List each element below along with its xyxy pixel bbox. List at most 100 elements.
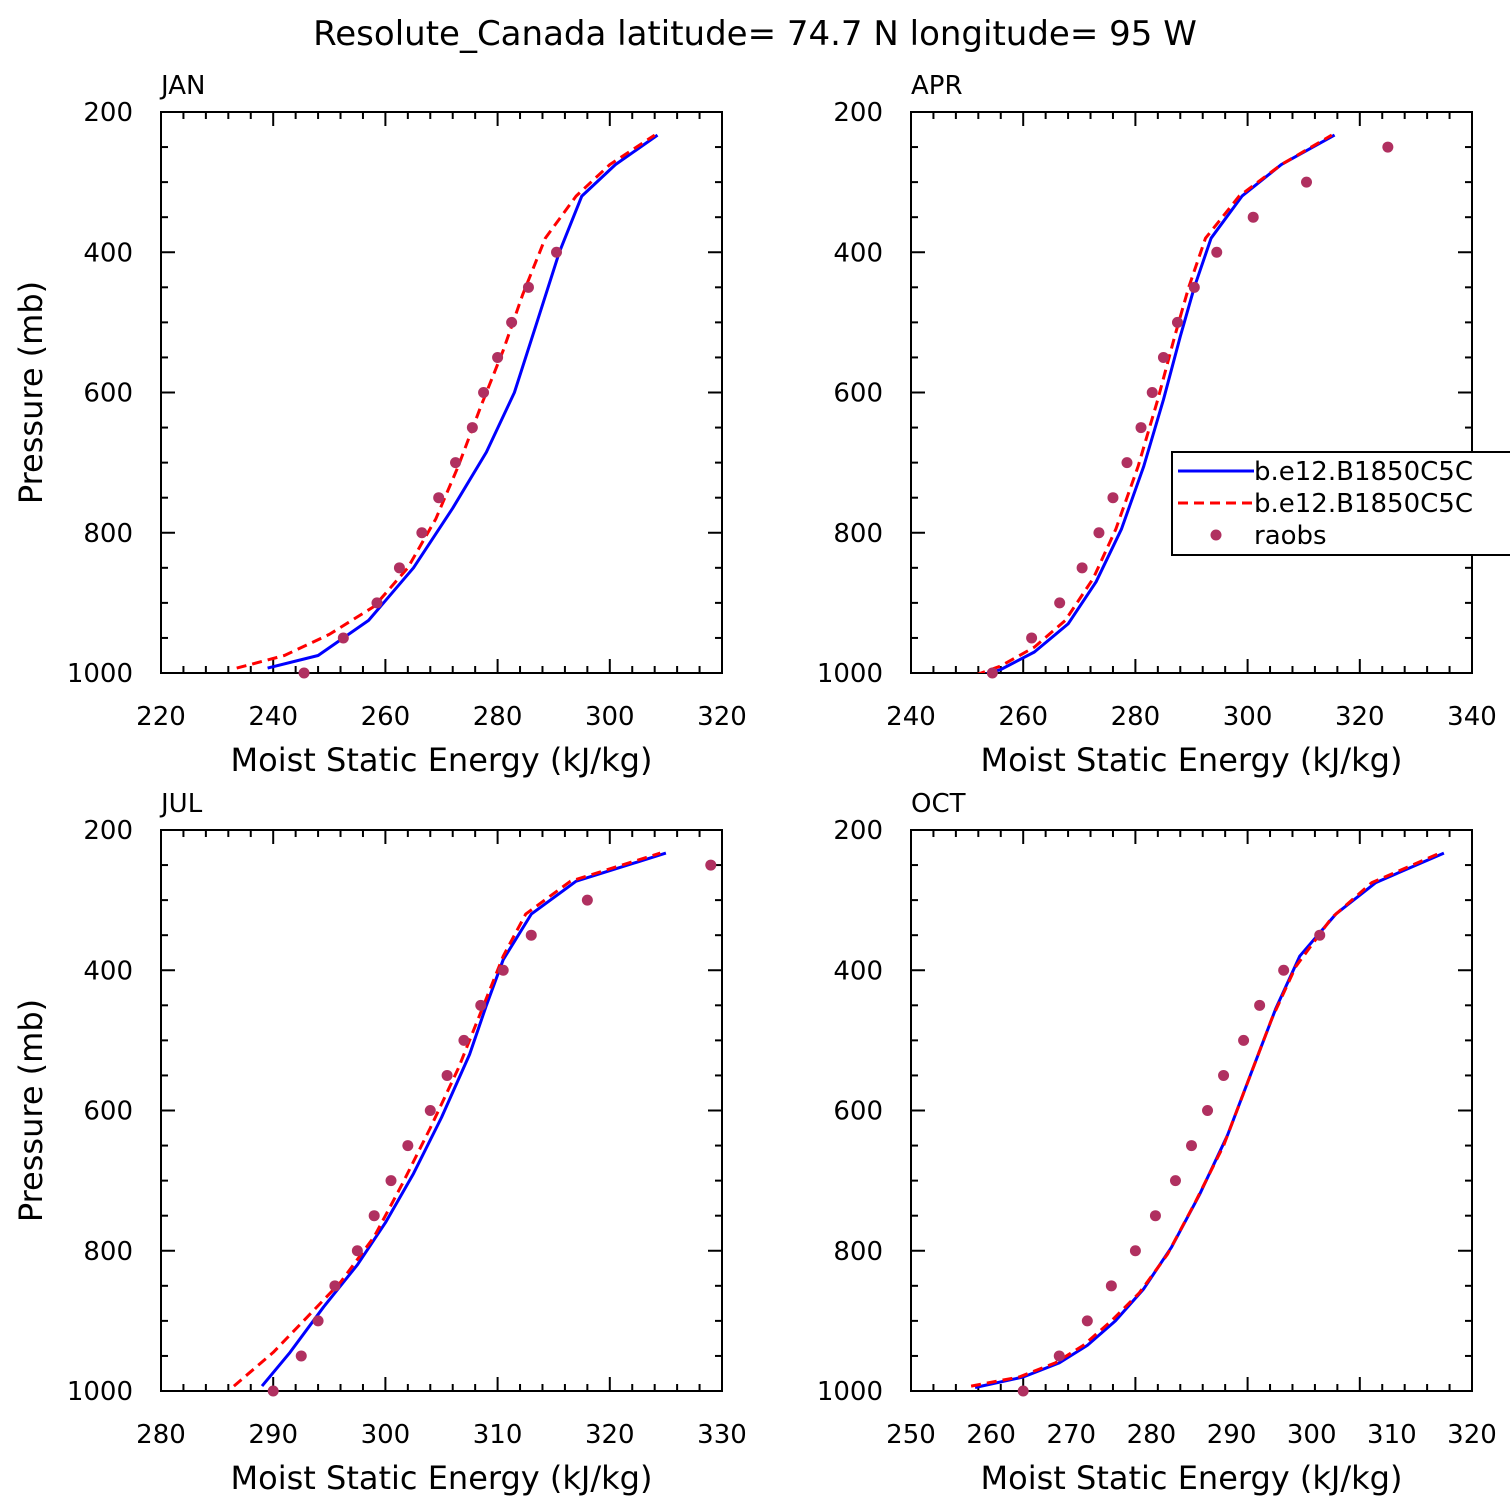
model2-line	[232, 851, 661, 1388]
model1-line	[984, 133, 1336, 673]
panel-title: APR	[911, 71, 963, 101]
raobs-point	[1301, 176, 1313, 188]
series-group	[236, 133, 659, 679]
x-tick-label: 240	[248, 702, 298, 732]
x-tick-label: 290	[1207, 1420, 1257, 1450]
raobs-point	[522, 281, 534, 293]
raobs-point	[1218, 1069, 1230, 1081]
y-tick-label: 400	[833, 956, 883, 986]
raobs-point	[1129, 1245, 1141, 1257]
x-tick-label: 330	[697, 1420, 747, 1450]
y-axis-label: Pressure (mb)	[12, 999, 50, 1222]
raobs-point	[402, 1140, 414, 1152]
plot-frame	[910, 111, 1473, 674]
legend-label: b.e12.B1850C5C	[1254, 489, 1473, 519]
x-tick-label: 240	[886, 702, 936, 732]
x-axis-label: Moist Static Energy (kJ/kg)	[231, 741, 653, 779]
raobs-point	[525, 929, 537, 941]
y-tick-label: 600	[83, 1097, 133, 1127]
raobs-point	[1314, 929, 1326, 941]
legend-marker-raobs	[1210, 529, 1222, 541]
raobs-point	[329, 1280, 341, 1292]
raobs-point	[1278, 964, 1290, 976]
y-tick-label: 200	[83, 98, 133, 128]
panel-oct: OCT 250 260 270 280 290 300 310 320 200 400 600 800 1…	[817, 789, 1497, 1497]
y-tick-label: 1000	[67, 659, 133, 689]
raobs-point	[1382, 141, 1394, 153]
raobs-point	[506, 316, 518, 328]
raobs-point	[416, 527, 428, 539]
raobs-point	[1054, 597, 1066, 609]
raobs-point	[1169, 1175, 1181, 1187]
raobs-point	[1157, 351, 1169, 363]
panel-title: JUL	[159, 789, 203, 819]
x-tick-label: 280	[136, 1420, 186, 1450]
panel-jan: JAN 220 240 260 280 300 320 200 400 600 800 1000 Moi…	[12, 71, 747, 779]
raobs-point	[337, 632, 349, 644]
raobs-point	[368, 1210, 380, 1222]
y-tick-label: 400	[833, 238, 883, 268]
x-axis-label: Moist Static Energy (kJ/kg)	[231, 1459, 653, 1497]
y-tick-label: 400	[83, 238, 133, 268]
raobs-point	[497, 964, 509, 976]
raobs-point	[1105, 1280, 1117, 1292]
y-axis-label: Pressure (mb)	[12, 281, 50, 504]
x-tick-label: 300	[361, 1420, 411, 1450]
x-tick-label: 280	[1127, 1420, 1177, 1450]
raobs-point	[393, 562, 405, 574]
x-tick-label: 300	[1287, 1420, 1337, 1450]
panel-title: JAN	[159, 71, 205, 101]
x-axis-label: Moist Static Energy (kJ/kg)	[981, 1459, 1403, 1497]
raobs-point	[1107, 492, 1119, 504]
raobs-point	[1076, 562, 1088, 574]
model1-line	[267, 133, 659, 670]
raobs-point	[1026, 632, 1038, 644]
plot-frame	[160, 829, 723, 1392]
model2-line	[236, 133, 656, 670]
x-tick-label: 270	[1046, 1420, 1096, 1450]
y-tick-label: 600	[833, 1097, 883, 1127]
legend-label: raobs	[1254, 521, 1327, 551]
raobs-point	[551, 246, 563, 258]
raobs-point	[1146, 387, 1158, 398]
raobs-point	[1135, 422, 1147, 434]
x-tick-label: 300	[585, 702, 635, 732]
series-group	[232, 851, 717, 1397]
x-axis-label: Moist Static Energy (kJ/kg)	[981, 741, 1403, 779]
x-tick-label: 280	[473, 702, 523, 732]
x-tick-label: 310	[1367, 1420, 1417, 1450]
raobs-point	[1238, 1034, 1250, 1046]
x-tick-label: 250	[886, 1420, 936, 1450]
raobs-point	[1188, 281, 1200, 293]
raobs-point	[385, 1175, 397, 1187]
raobs-point	[466, 422, 478, 434]
y-tick-label: 800	[83, 1237, 133, 1267]
raobs-point	[441, 1069, 453, 1081]
plot-frame	[910, 829, 1473, 1392]
raobs-point	[705, 859, 717, 871]
model2-line	[970, 851, 1441, 1388]
plot-frame	[160, 111, 723, 674]
x-tick-label: 300	[1223, 702, 1273, 732]
raobs-point	[371, 597, 383, 609]
raobs-point	[1254, 999, 1266, 1011]
raobs-point	[1053, 1350, 1065, 1362]
raobs-point	[1171, 316, 1183, 328]
raobs-point	[475, 999, 487, 1011]
figure-title: Resolute_Canada latitude= 74.7 N longitu…	[313, 14, 1197, 54]
panel-apr: APR 240 260 280 300 320 340 200 400 600 800 1000 Moi…	[817, 71, 1497, 779]
raobs-point	[1202, 1105, 1214, 1116]
raobs-point	[1149, 1210, 1161, 1222]
raobs-point	[986, 667, 998, 679]
raobs-point	[295, 1350, 307, 1362]
raobs-point	[267, 1385, 279, 1397]
raobs-point	[1081, 1315, 1093, 1327]
raobs-point	[1211, 246, 1223, 258]
y-tick-label: 400	[83, 956, 133, 986]
raobs-point	[581, 894, 593, 906]
model2-line	[976, 133, 1333, 673]
raobs-point	[492, 351, 504, 363]
y-tick-label: 1000	[817, 1377, 883, 1407]
